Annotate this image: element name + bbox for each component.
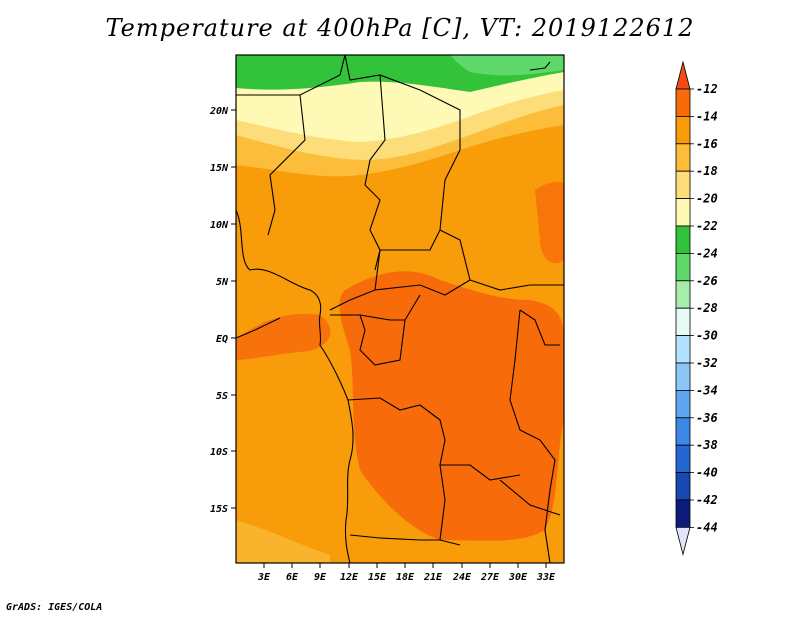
colorbar-swatch [675,143,691,172]
colorbar-label: -30 [696,329,718,343]
west-warm-patch [236,313,331,360]
lon-label: 33E [536,572,556,583]
colorbar-swatch [675,472,691,501]
colorbar-swatch [675,170,691,199]
map-frame [235,54,565,564]
colorbar-swatch [675,225,691,254]
colorbar-label: -36 [696,411,718,425]
colorbar-label: -14 [696,109,718,123]
colorbar-swatch [675,88,691,117]
colorbar-bottom-arrow [675,527,691,556]
lon-label: 3E [257,572,271,583]
lon-ticks [263,563,547,568]
colorbar-label: -32 [696,356,718,370]
colorbar-label: -24 [696,246,718,260]
colorbar-label: -26 [696,274,718,288]
colorbar-swatch [675,280,691,309]
colorbar: -12 -14 -16 -18 -20 -22 -24 -26 -28 -30 -32 -34 -36 -… [675,60,718,556]
lat-ticks [231,109,236,509]
grads-credit: GrADS: IGES/COLA [6,602,103,613]
lon-label: 12E [340,572,359,583]
warm-core-region [339,271,564,541]
colorbar-swatch [675,499,691,528]
lat-label: 15S [210,504,228,515]
lon-label: 9E [314,572,327,583]
lon-label: 15E [368,572,387,583]
colorbar-label: -20 [696,192,718,206]
colorbar-label: -38 [696,438,718,452]
colorbar-label: -44 [696,520,718,534]
colorbar-swatch [675,198,691,227]
northeast-warm-patch [535,181,564,264]
colorbar-label: -12 [696,82,718,96]
lat-label: 5N [216,277,229,288]
colorbar-swatch [675,362,691,391]
lat-label: 5S [216,391,228,402]
south-cooler-patch [236,520,330,563]
lon-label: 6E [286,572,299,583]
map-title: Temperature at 400hPa [C], VT: 201912261… [105,14,695,42]
lat-label: EQ [216,334,228,345]
temperature-field [236,55,564,563]
colorbar-label: -22 [696,219,718,233]
borders [236,55,564,563]
lat-labels: 20N 15N 10N 5N EQ 5S 10S 15S [209,106,229,515]
zone-minus24 [450,55,564,76]
colorbar-label: -18 [696,164,718,178]
lat-label: 10N [210,220,229,231]
colorbar-label: -42 [696,493,718,507]
colorbar-swatch [675,389,691,419]
lon-label: 27E [480,572,500,583]
colorbar-swatch [675,307,691,337]
lon-label: 21E [423,572,443,583]
lon-label: 18E [396,572,415,583]
lat-label: 10S [210,447,228,458]
colorbar-swatch [675,417,691,446]
colorbar-label: -16 [696,137,718,151]
colorbar-swatch [675,444,691,474]
lat-label: 20N [209,106,229,117]
colorbar-label: -40 [696,466,718,480]
colorbar-label: -28 [696,301,718,315]
lon-label: 30E [508,572,528,583]
lon-label: 24E [452,572,472,583]
colorbar-top-arrow [675,60,691,90]
colorbar-swatch [675,252,691,282]
colorbar-label: -34 [696,383,718,397]
lat-label: 15N [210,163,229,174]
lon-labels: 3E 6E 9E 12E 15E 18E 21E 24E 27E 30E 33E [257,572,556,583]
colorbar-swatch [675,335,691,364]
colorbar-swatch [675,116,691,145]
